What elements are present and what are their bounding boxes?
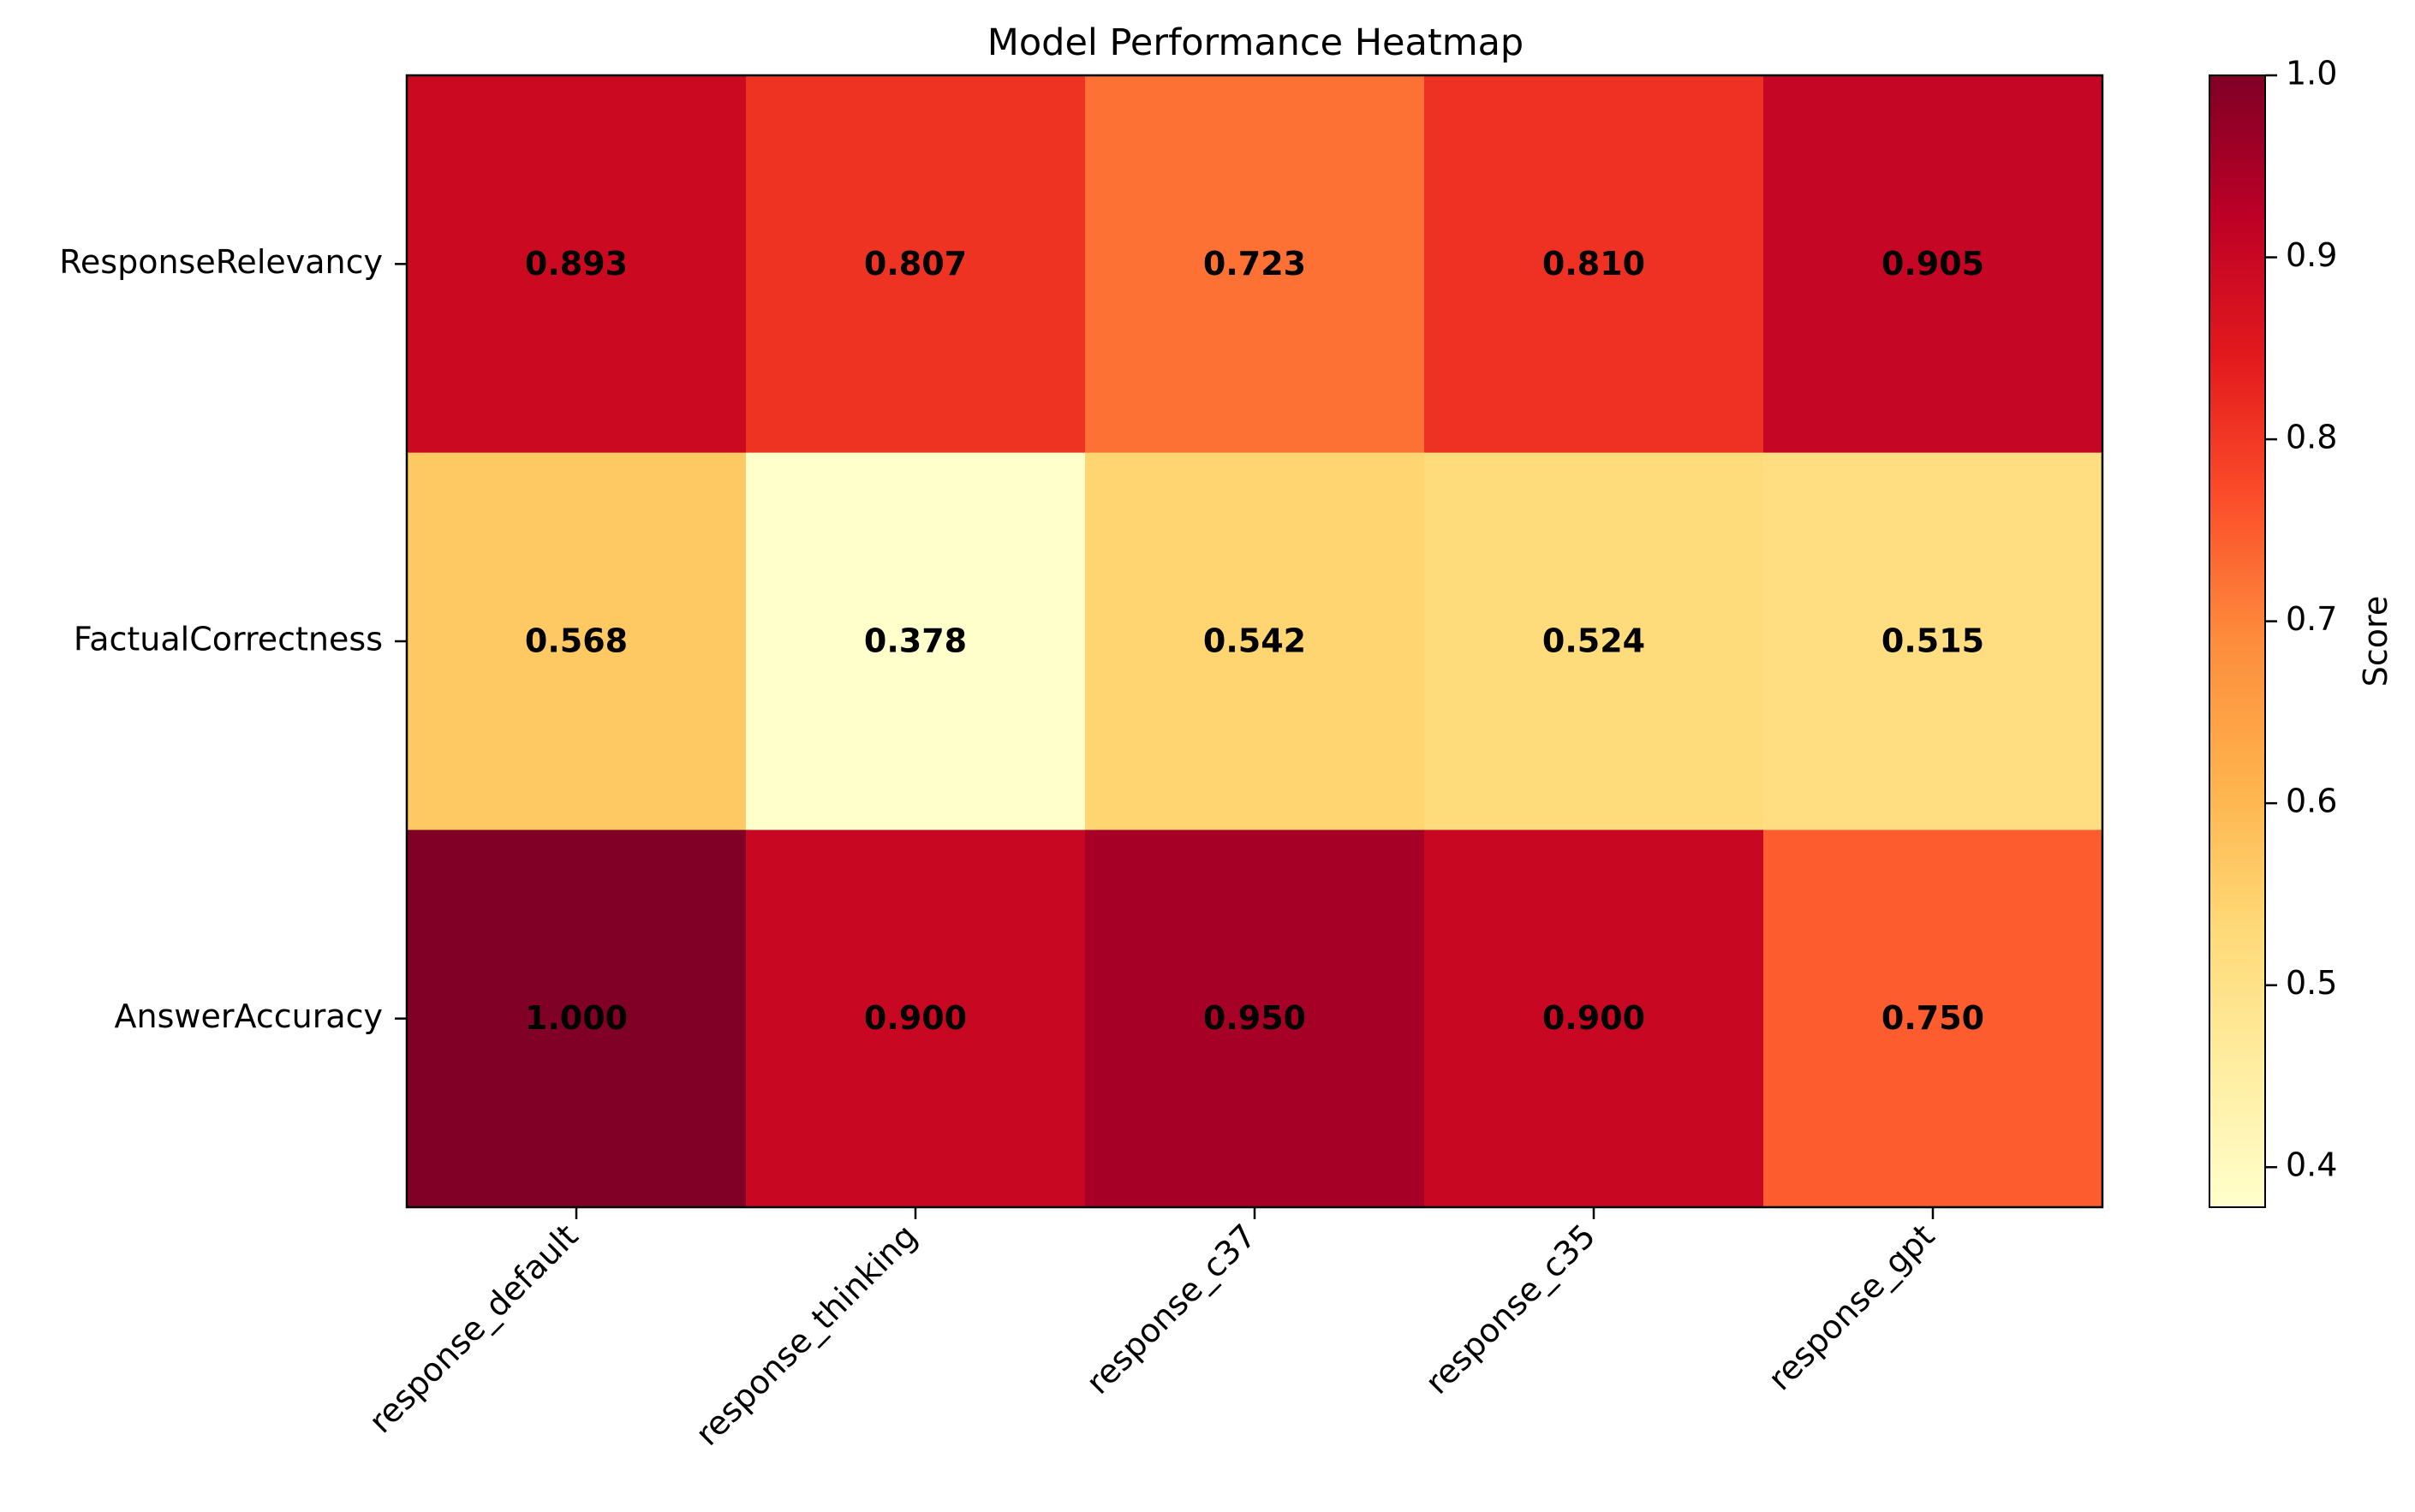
heatmap-cell-labels: 0.893 0.807 0.723 0.810 0.905 0.568 0.378 0.542… [525,245,1984,1037]
cell-value-label: 0.542 [1203,622,1306,660]
heatmap-cell [407,75,747,454]
colorbar-tick-label: 0.8 [2286,419,2337,456]
heatmap-cell [1085,452,1425,830]
colorbar-axis: 0.4 0.5 0.6 0.7 0.8 0.9 1.0 [2265,55,2337,1184]
cell-value-label: 0.900 [1542,999,1645,1037]
cell-value-label: 0.900 [864,999,967,1037]
y-tick-label: ResponseRelevancy [59,243,383,281]
cell-value-label: 0.568 [525,622,628,660]
cell-value-label: 0.810 [1542,245,1645,283]
y-tick-label: AnswerAccuracy [115,997,383,1035]
heatmap-cell [1763,830,2103,1208]
heatmap-cell [1424,75,1764,454]
heatmap-cell [1763,75,2103,454]
chart-title: Model Performance Heatmap [987,21,1524,64]
colorbar-tick-label: 0.4 [2286,1146,2337,1184]
cell-value-label: 0.807 [864,245,967,283]
cell-value-label: 0.893 [525,245,628,283]
heatmap-cells [407,75,2103,1208]
colorbar-tick-label: 0.6 [2286,783,2337,820]
heatmap-cell [407,452,747,830]
colorbar-tick-label: 0.5 [2286,964,2337,1002]
heatmap-cell [1424,830,1764,1208]
cell-value-label: 0.750 [1881,999,1984,1037]
cell-value-label: 0.524 [1542,622,1645,660]
heatmap-cell [746,830,1086,1208]
heatmap-cell [1424,452,1764,830]
heatmap-cell [407,830,747,1208]
cell-value-label: 0.378 [864,622,967,660]
heatmap-cell [1085,830,1425,1208]
y-tick-label: FactualCorrectness [74,621,383,658]
cell-value-label: 0.905 [1881,245,1984,283]
heatmap-cell [1763,452,2103,830]
cell-value-label: 1.000 [525,999,628,1037]
cell-value-label: 0.950 [1203,999,1306,1037]
colorbar-tick-label: 1.0 [2286,55,2337,92]
colorbar-tick-label: 0.7 [2286,600,2337,638]
cell-value-label: 0.515 [1881,622,1984,660]
y-axis: ResponseRelevancy FactualCorrectness Answe… [59,243,407,1035]
cell-value-label: 0.723 [1203,245,1306,283]
heatmap-cell [1085,75,1425,454]
colorbar-tick-label: 0.9 [2286,236,2337,274]
heatmap-cell [746,452,1086,830]
colorbar [2209,74,2266,1208]
heatmap-cell [746,75,1086,454]
colorbar-label: Score [2357,596,2394,687]
